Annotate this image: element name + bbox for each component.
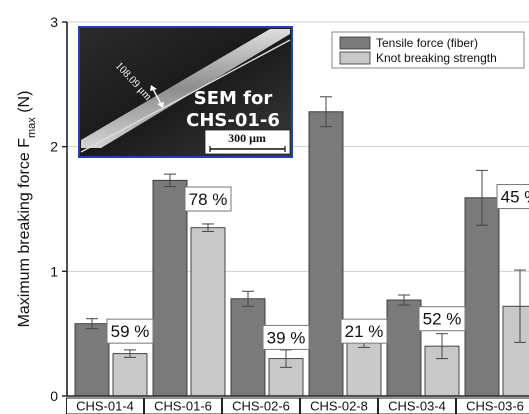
category-box [222, 397, 300, 414]
y-tick-label: 1 [50, 263, 58, 279]
sem-inset: 108.09 μm SEM for CHS-01-6 300 μm [78, 26, 293, 158]
y-tick-label: 0 [50, 388, 58, 404]
percentage-label: 59 % [111, 322, 150, 341]
y-ticks: 0 1 2 3 [50, 14, 67, 404]
diameter-arrowhead-bottom [157, 102, 164, 108]
sem-title-line2: CHS-01-6 [186, 110, 280, 131]
sem-title-line1: SEM for [194, 88, 273, 109]
category-label: CHS-02-8 [310, 399, 368, 414]
y-tick-label: 3 [50, 14, 58, 30]
fiber-edge-highlight [80, 39, 291, 153]
legend-label-tensile: Tensile force (fiber) [376, 36, 478, 50]
legend: Tensile force (fiber) Knot breaking stre… [331, 31, 525, 69]
diameter-arrowhead-top [150, 85, 157, 91]
y-axis-label: Maximum breaking force Fmax (N) [16, 91, 38, 328]
bar-series [74, 96, 529, 397]
category-box [144, 397, 222, 414]
category-label: CHS-02-6 [232, 399, 290, 414]
bar-tensile-chs-03-4 [386, 299, 422, 397]
bar-knot-chs-01-4 [112, 353, 148, 397]
category-box [66, 397, 144, 414]
percentage-label: 52 % [423, 310, 462, 329]
percentage-label-box [418, 306, 466, 332]
x-category-labels: CHS-01-4 CHS-01-6 CHS-02-6 CHS-02-8 CHS-03-4… [66, 397, 529, 414]
scale-bar-label: 300 μm [228, 131, 266, 145]
percentage-label: 45 % [501, 188, 529, 207]
category-label: CHS-03-6 [466, 399, 524, 414]
category-box [300, 397, 378, 414]
category-label: CHS-01-4 [76, 399, 134, 414]
percentage-label-box [496, 184, 529, 210]
fiber-image [81, 29, 290, 148]
bar-tensile-chs-02-6 [230, 298, 266, 397]
category-box [456, 397, 529, 414]
bar-knot-chs-03-6 [502, 305, 529, 397]
legend-swatch-tensile [339, 36, 371, 50]
category-box [378, 397, 456, 414]
category-label: CHS-01-6 [154, 399, 212, 414]
percentage-label: 78 % [189, 190, 228, 209]
category-label: CHS-03-4 [388, 399, 446, 414]
percentage-label-box [262, 324, 310, 350]
diameter-arrow [152, 88, 162, 105]
legend-label-knot: Knot breaking strength [376, 51, 497, 65]
bar-knot-chs-01-6 [190, 227, 226, 397]
scale-bar-box [204, 129, 291, 155]
percentage-label-box [106, 318, 154, 344]
bar-tensile-chs-03-6 [464, 197, 500, 397]
y-tick-label: 2 [50, 139, 58, 155]
percentage-label-box [184, 186, 232, 212]
percentage-label: 39 % [267, 328, 306, 347]
bar-tensile-chs-02-8 [308, 111, 344, 397]
bar-tensile-chs-01-4 [74, 323, 110, 397]
percentage-label: 21 % [345, 322, 384, 341]
percentage-labels: 59 % 78 % 39 % 21 % 52 % 45 % [106, 184, 529, 350]
bar-tensile-chs-01-6 [152, 179, 188, 397]
legend-swatch-knot [339, 51, 371, 65]
percentage-label-box [340, 318, 388, 344]
